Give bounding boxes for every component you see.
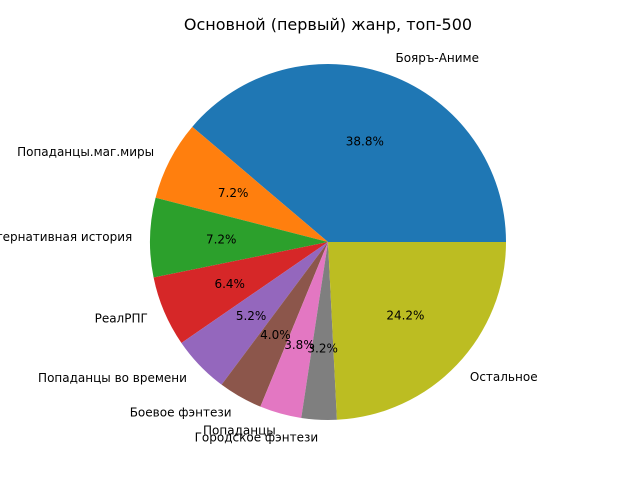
pie-slice bbox=[155, 126, 328, 242]
pie-slice bbox=[150, 197, 328, 278]
slice-percent-label: 7.2% bbox=[206, 232, 237, 246]
slice-percent-label: 24.2% bbox=[386, 309, 424, 323]
slice-label: Бояръ-Аниме bbox=[395, 51, 479, 65]
slice-percent-label: 38.8% bbox=[346, 135, 384, 149]
pie-slice bbox=[181, 242, 328, 385]
pie-slice bbox=[221, 242, 328, 407]
slice-percent-label: 6.4% bbox=[214, 277, 245, 291]
slice-label: Попаданцы во времени bbox=[38, 371, 187, 385]
pie-slice bbox=[301, 242, 337, 421]
slice-label: Попаданцы.маг.миры bbox=[17, 145, 154, 159]
slice-label: Городское фэнтези bbox=[195, 431, 319, 445]
slice-percent-label: 3.8% bbox=[284, 338, 315, 352]
pie-slice bbox=[260, 242, 328, 418]
slice-percent-label: 3.2% bbox=[307, 342, 338, 356]
slice-percent-label: 5.2% bbox=[236, 309, 267, 323]
pie-slice bbox=[328, 242, 507, 420]
slice-label: РеалРПГ bbox=[95, 312, 148, 326]
slice-percent-label: 4.0% bbox=[260, 328, 291, 342]
pie-slice bbox=[153, 242, 328, 343]
slice-label: Альтернативная история bbox=[0, 230, 132, 244]
pie-slice bbox=[192, 64, 507, 242]
pie-labels: Бояръ-Аниме 38.8% Попаданцы.маг.миры 7.2% Ал… bbox=[0, 51, 538, 444]
slice-label: Попаданцы bbox=[203, 424, 276, 438]
slice-label: Боевое фэнтези bbox=[130, 405, 232, 419]
pie-slices bbox=[150, 64, 507, 421]
slice-label: Остальное bbox=[470, 370, 538, 384]
chart-title: Основной (первый) жанр, топ-500 bbox=[184, 15, 472, 34]
slice-percent-label: 7.2% bbox=[218, 186, 249, 200]
